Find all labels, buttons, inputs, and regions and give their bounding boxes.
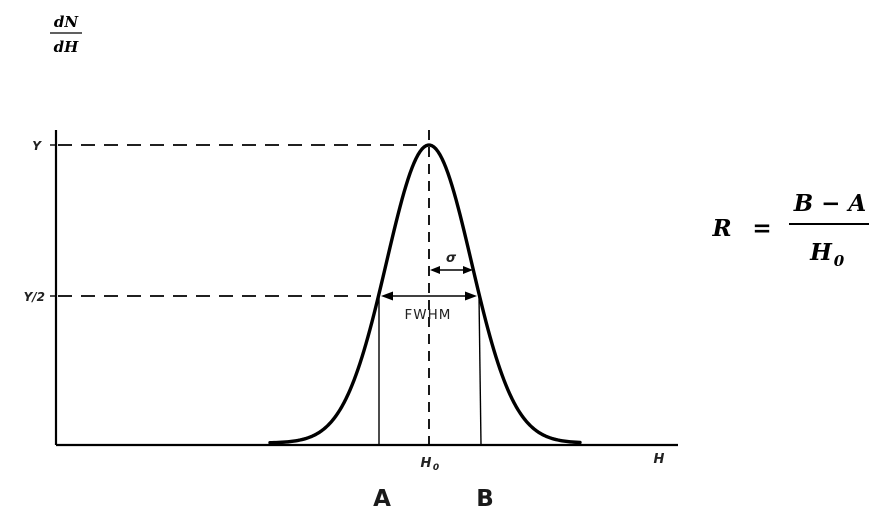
point-a-label: A [373, 486, 391, 508]
formula-lhs: R [711, 215, 731, 242]
y-axis-label-numerator: dN [54, 13, 79, 31]
gaussian-peak-curve [268, 143, 582, 445]
sigma-arrow [430, 266, 473, 274]
fwhm-arrow [381, 291, 477, 301]
fwhm-arrowhead-left [381, 291, 393, 301]
formula-numerator: B − A [793, 190, 867, 217]
center-label-subscript: 0 [433, 463, 439, 473]
fwhm-label: FWHM [405, 307, 452, 323]
point-b-label: B [476, 486, 494, 508]
formula-equals: = [752, 215, 771, 242]
x-axis-label: H [654, 452, 665, 467]
sigma-arrowhead-right [463, 266, 473, 274]
y-axis-label: dN dH [50, 13, 82, 56]
sigma-arrowhead-left [430, 266, 440, 274]
y-axis-label-denominator: dH [54, 38, 79, 56]
center-label: H 0 [421, 456, 440, 473]
formula-denominator-subscript: 0 [834, 252, 845, 270]
sigma-label: σ [446, 251, 457, 266]
formula-denominator-main: H [809, 239, 833, 266]
y-tick-label-peak: Y [32, 139, 42, 153]
line-b [478, 295, 482, 446]
y-tick-label-half: Y/2 [24, 290, 45, 304]
fwhm-arrowhead-right [465, 291, 477, 301]
center-label-main: H [421, 456, 432, 471]
resolution-formula: R = B − A H 0 [711, 190, 869, 270]
